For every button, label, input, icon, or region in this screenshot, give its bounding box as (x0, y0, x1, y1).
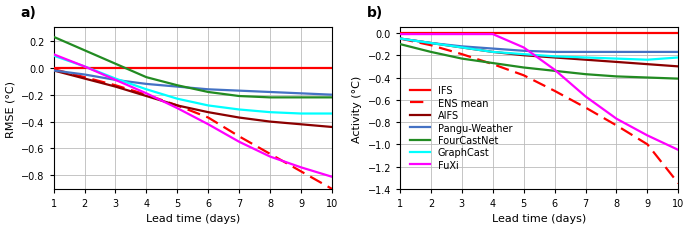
Y-axis label: Activity (°C): Activity (°C) (352, 75, 362, 142)
X-axis label: Lead time (days): Lead time (days) (146, 213, 240, 224)
X-axis label: Lead time (days): Lead time (days) (492, 213, 586, 224)
Y-axis label: RMSE (°C): RMSE (°C) (6, 80, 16, 137)
Text: b): b) (366, 6, 383, 20)
Text: a): a) (20, 6, 36, 20)
Legend: IFS, ENS mean, AIFS, Pangu-Weather, FourCastNet, GraphCast, FuXi: IFS, ENS mean, AIFS, Pangu-Weather, Four… (411, 86, 512, 170)
